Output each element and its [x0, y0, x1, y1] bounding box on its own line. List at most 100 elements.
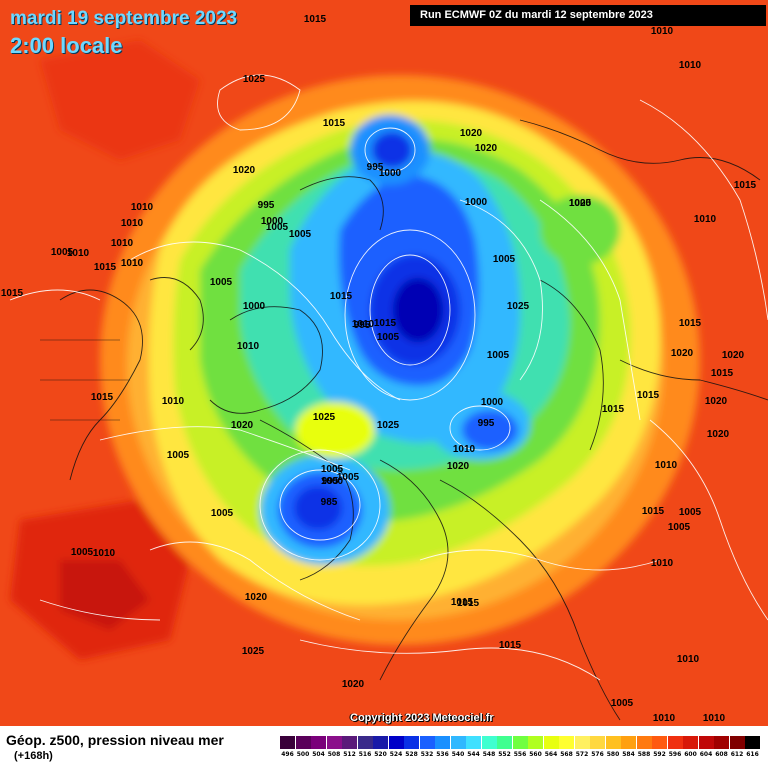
- legend-value: 556: [513, 751, 527, 758]
- pressure-label: 1010: [677, 654, 700, 665]
- pressure-label: 1025: [243, 74, 266, 85]
- pressure-label: 1010: [67, 248, 90, 259]
- pressure-label: 1000: [243, 301, 266, 312]
- pressure-label: 1010: [703, 713, 726, 724]
- legend-swatch: [419, 736, 435, 749]
- pressure-label: 1000: [481, 397, 504, 408]
- legend-swatch: [388, 736, 404, 749]
- legend-swatch: [652, 736, 667, 749]
- legend-value: 504: [312, 751, 325, 758]
- legend-swatch: [450, 736, 466, 749]
- legend-value: 568: [560, 751, 573, 758]
- legend-swatch: [373, 736, 388, 749]
- legend-swatch: [667, 736, 683, 749]
- legend-value: 584: [622, 751, 635, 758]
- pressure-label: 995: [258, 200, 275, 211]
- pressure-label: 1010: [694, 214, 717, 225]
- pressure-label: 985: [321, 497, 338, 508]
- pressure-label: 1005: [377, 332, 400, 343]
- legend-value: 512: [343, 751, 356, 758]
- pressure-label: 1010: [453, 444, 476, 455]
- pressure-label: 1015: [602, 404, 625, 415]
- legend-value: 528: [405, 751, 418, 758]
- pressure-label: 1005: [487, 350, 510, 361]
- pressure-label: 1010: [655, 460, 678, 471]
- legend-value: 580: [606, 751, 620, 758]
- legend-swatch: [481, 736, 497, 749]
- pressure-label: 1015: [711, 368, 734, 379]
- legend-value: 604: [699, 751, 713, 758]
- legend-value: 496: [281, 751, 294, 758]
- pressure-label: 1015: [91, 392, 114, 403]
- pressure-label: 1020: [231, 420, 254, 431]
- pressure-label: 1020: [447, 461, 470, 472]
- pressure-label: 1015: [679, 318, 702, 329]
- pressure-label: 1020: [342, 679, 365, 690]
- pressure-label: 1025: [313, 412, 336, 423]
- legend-value: 572: [575, 751, 589, 758]
- legend-value: 532: [420, 751, 434, 758]
- pressure-label: 1005: [289, 229, 312, 240]
- pressure-label: 1025: [507, 301, 530, 312]
- pressure-label: 1015: [1, 288, 24, 299]
- pressure-label: 1010: [352, 319, 375, 330]
- legend-swatch: [280, 736, 295, 749]
- legend-value: 608: [715, 751, 728, 758]
- legend-value: 544: [467, 751, 480, 758]
- pressure-label: 1010: [131, 202, 154, 213]
- legend-value: 540: [451, 751, 465, 758]
- forecast-hour: (+168h): [14, 750, 53, 762]
- pressure-label: 1020: [671, 348, 694, 359]
- pressure-label: 1020: [707, 429, 730, 440]
- pressure-label: 1005: [611, 698, 634, 709]
- pressure-label: 1010: [121, 218, 144, 229]
- pressure-label: 1000: [321, 476, 344, 487]
- legend-swatch: [528, 736, 543, 749]
- legend-swatch: [683, 736, 698, 749]
- legend-swatch: [512, 736, 528, 749]
- pressure-label: 1015: [642, 506, 665, 517]
- pressure-label: 1005: [337, 472, 360, 483]
- geopotential-map: 1015101010101025101510209951000102010209…: [0, 0, 768, 726]
- legend-swatch: [435, 736, 450, 749]
- pressure-label: 995: [478, 418, 495, 429]
- legend-swatch: [636, 736, 652, 749]
- pressure-label: 1005: [569, 198, 592, 209]
- legend-value: 560: [529, 751, 542, 758]
- pressure-label: 1010: [679, 60, 702, 71]
- legend-value: 548: [482, 751, 496, 758]
- legend-value: 592: [653, 751, 666, 758]
- legend-value: 600: [684, 751, 697, 758]
- pressure-label: 1005: [167, 450, 190, 461]
- legend-swatch: [497, 736, 512, 749]
- legend-value: 612: [730, 751, 744, 758]
- pressure-label: 1010: [111, 238, 134, 249]
- legend-swatch: [559, 736, 574, 749]
- pressure-label: 1025: [377, 420, 400, 431]
- legend-swatch: [543, 736, 559, 749]
- pressure-label: 1005: [679, 507, 702, 518]
- legend-footer: Géop. z500, pression niveau mer (+168h) …: [0, 726, 768, 768]
- pressure-label: 1005: [668, 522, 691, 533]
- legend-swatch: [466, 736, 481, 749]
- pressure-label: 1000: [379, 168, 402, 179]
- geopotential-field: [10, 40, 700, 660]
- pressure-label: 1020: [475, 143, 498, 154]
- legend-swatch: [605, 736, 621, 749]
- pressure-labels: 1015101010101025101510209951000102010209…: [1, 14, 757, 724]
- legend-value: 576: [591, 751, 604, 758]
- pressure-label: 995: [322, 476, 339, 487]
- pressure-label: 1005: [210, 277, 233, 288]
- pressure-label: 1010: [93, 548, 116, 559]
- legend-value: 616: [746, 751, 759, 758]
- legend-value: 500: [296, 751, 310, 758]
- pressure-label: 1020: [569, 198, 592, 209]
- pressure-label: 1020: [722, 350, 745, 361]
- pressure-label: 1015: [451, 597, 474, 608]
- pressure-label: 1020: [705, 396, 728, 407]
- legend-value: 516: [358, 751, 372, 758]
- map-parameter-title: Géop. z500, pression niveau mer: [6, 732, 224, 748]
- legend-swatch: [326, 736, 342, 749]
- forecast-time: 2:00 locale: [10, 33, 123, 58]
